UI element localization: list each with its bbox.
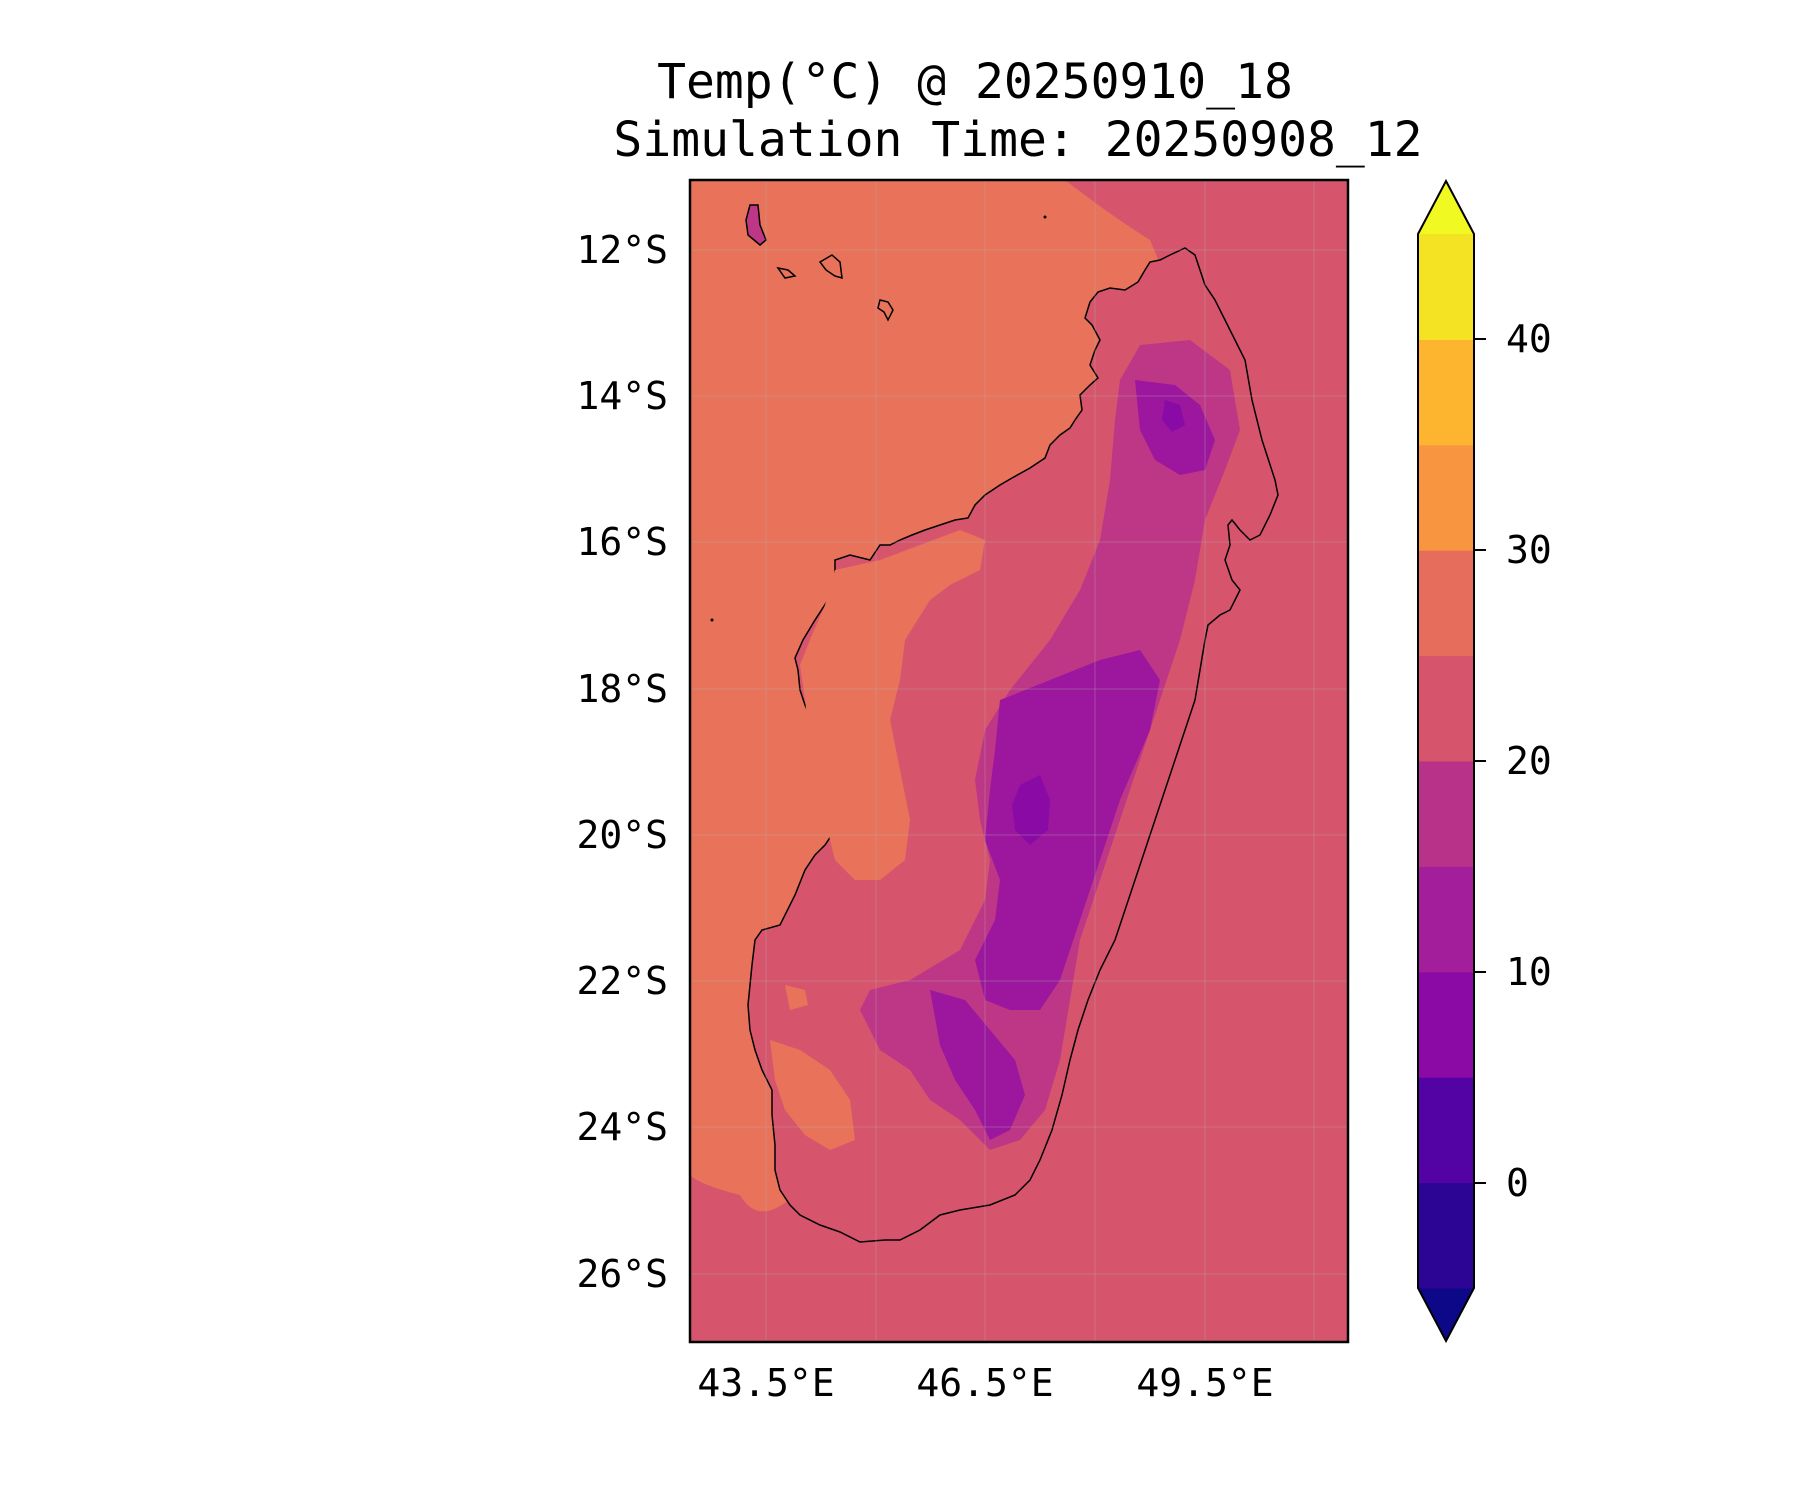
highland-cold [975,650,1160,1010]
gridlines [690,180,1348,1342]
lat-tick-label: 18°S [576,667,668,711]
comoros-island [745,204,767,246]
comoros-island-anjouan [818,254,843,280]
lon-tick-label: 46.5°E [916,1361,1053,1405]
colorbar-segment [1418,971,1474,1078]
comoros-island-small [776,266,797,279]
warm-west-lowland [800,530,985,880]
lat-tick-label: 26°S [576,1252,668,1296]
colorbar-tick-label: 0 [1506,1161,1529,1205]
warm-southwest-lowland [770,1040,855,1150]
colorbar-frame [1417,178,1475,1344]
colorbar-extend-low [1418,1288,1474,1341]
lat-tick-labels: 12°S 14°S 16°S 18°S 20°S 22°S 24°S 26°S [576,228,668,1296]
colorbar-segment [1418,761,1474,867]
colorbar-segment [1418,339,1474,446]
lon-tick-label: 49.5°E [1136,1361,1273,1405]
colorbar-tick-label: 20 [1506,739,1552,783]
highland-cold-south [930,990,1025,1140]
map-subtitle: Simulation Time: 20250908_12 [613,112,1423,168]
colorbar-segment [1418,444,1474,551]
colorbar-segment [1418,1182,1474,1289]
tiny-island [1043,215,1047,219]
lat-tick-label: 12°S [576,228,668,272]
mayotte-island [877,299,894,322]
colorbar: 0 10 20 30 40 [1417,178,1552,1344]
tiny-island [710,618,714,622]
warm-southwest-patch [785,985,808,1010]
highland-coldest [1012,775,1050,845]
colorbar-segment [1418,550,1474,657]
lon-tick-label: 43.5°E [697,1361,834,1405]
colorbar-extend-high [1418,181,1474,234]
lat-tick-label: 24°S [576,1105,668,1149]
colorbar-tick-label: 30 [1506,528,1552,572]
lon-tick-labels: 43.5°E 46.5°E 49.5°E [697,1361,1273,1405]
map-frame [688,178,1350,1344]
colorbar-segment [1418,866,1474,973]
lat-tick-label: 16°S [576,520,668,564]
colorbar-segment [1418,655,1474,762]
colorbar-segment [1418,1077,1474,1184]
lat-tick-label: 14°S [576,374,668,418]
colorbar-segments [1418,181,1474,1341]
colorbar-tick-label: 40 [1506,317,1552,361]
map-panel [690,180,1348,1342]
colorbar-segment [1418,234,1474,340]
lat-tick-label: 22°S [576,959,668,1003]
highland-coldest-north [1162,400,1185,432]
lat-tick-label: 20°S [576,813,668,857]
map-title: Temp(°C) @ 20250910_18 [657,54,1293,110]
colorbar-ticks [1474,338,1486,1184]
colorbar-tick-label: 10 [1506,950,1552,994]
